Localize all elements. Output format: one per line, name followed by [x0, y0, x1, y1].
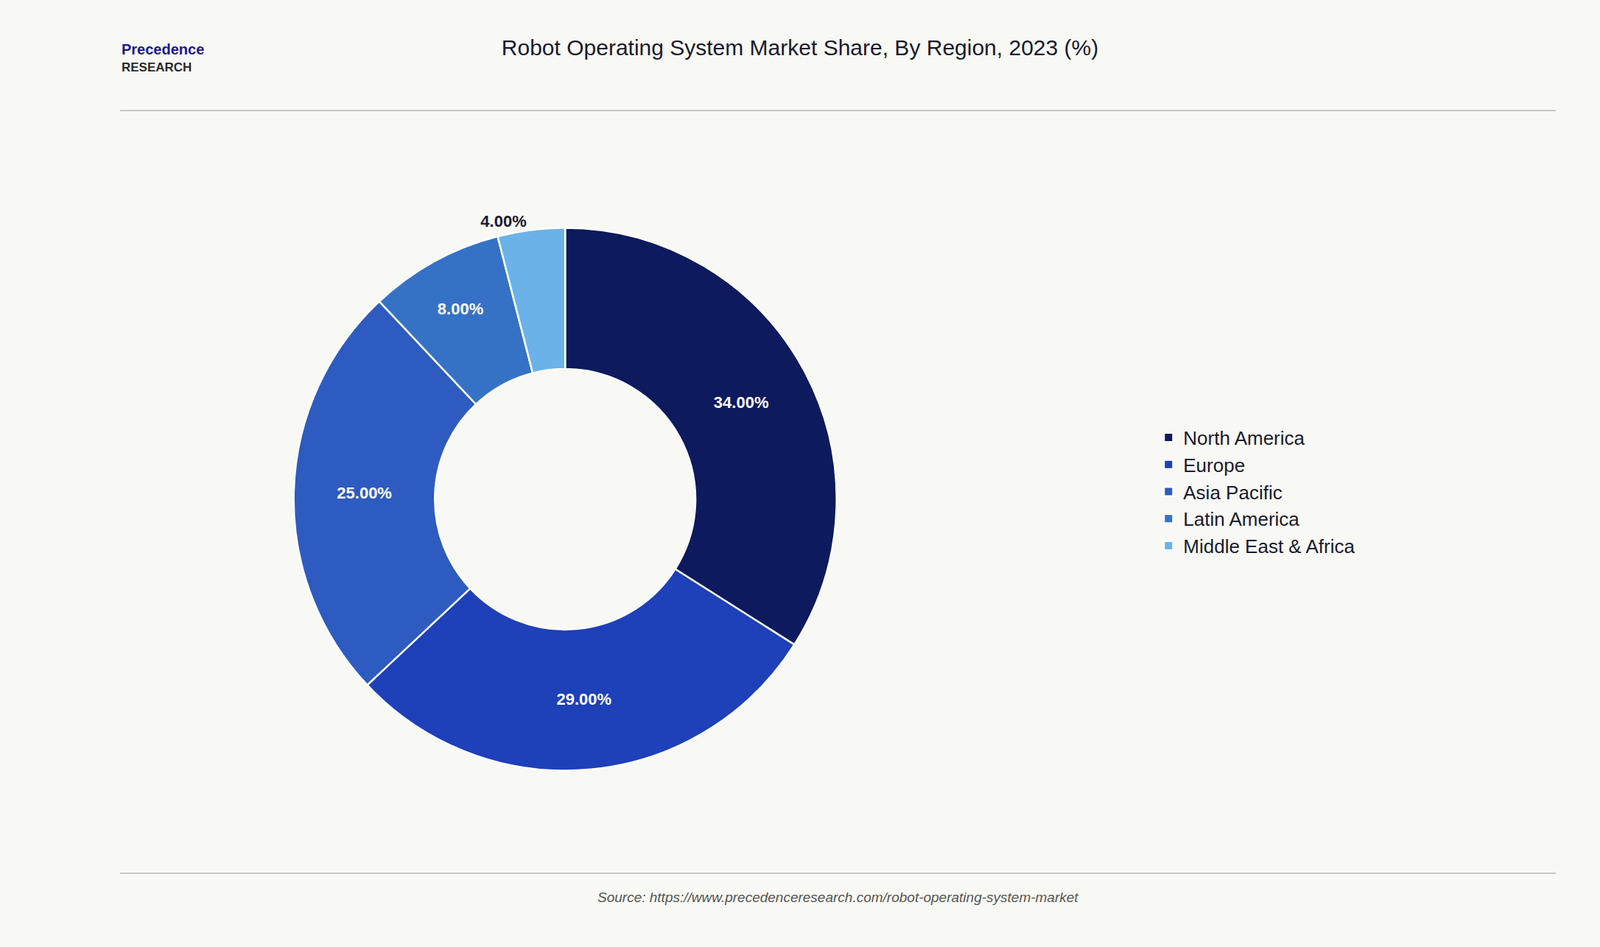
svg-text:8.00%: 8.00% — [437, 299, 484, 319]
svg-text:Europe: Europe — [1183, 454, 1245, 477]
svg-text:Source: https://www.precedence: Source: https://www.precedenceresearch.c… — [597, 889, 1079, 906]
svg-text:Middle East & Africa: Middle East & Africa — [1183, 535, 1355, 558]
svg-text:RESEARCH: RESEARCH — [121, 60, 192, 75]
svg-text:29.00%: 29.00% — [556, 690, 613, 709]
svg-text:4.00%: 4.00% — [480, 212, 526, 231]
svg-text:34.00%: 34.00% — [713, 393, 770, 412]
svg-text:North America: North America — [1183, 427, 1305, 450]
svg-text:Asia Pacific: Asia Pacific — [1183, 481, 1282, 504]
svg-text:25.00%: 25.00% — [336, 483, 392, 503]
svg-text:Latin America: Latin America — [1183, 508, 1300, 531]
svg-text:Precedence: Precedence — [121, 41, 205, 58]
svg-text:Robot Operating System Market: Robot Operating System Market Share, By … — [501, 35, 1099, 60]
